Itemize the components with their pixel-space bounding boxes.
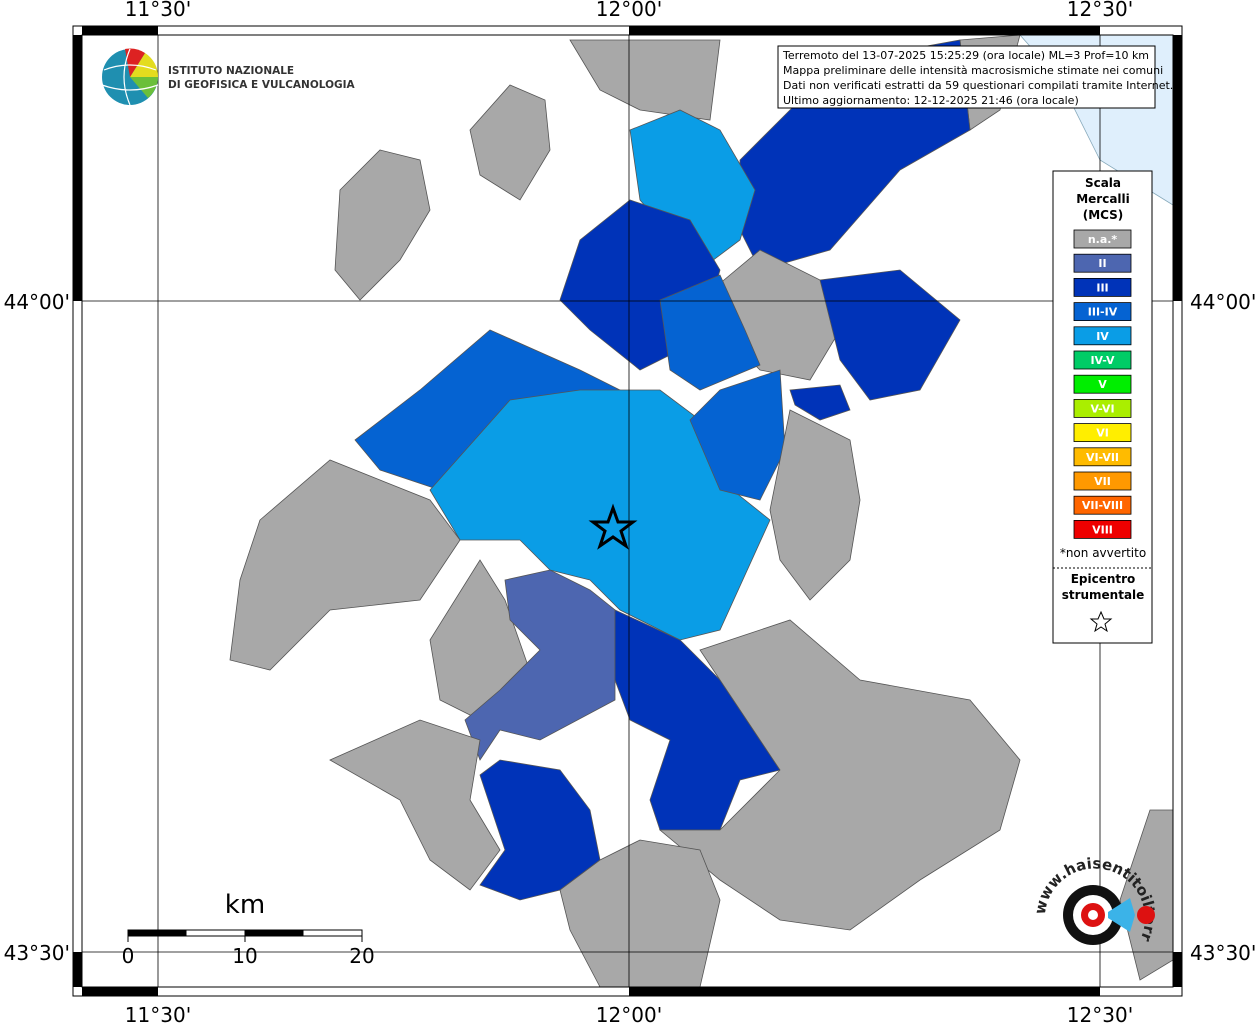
legend-swatch	[1073, 471, 1132, 491]
lon-label: 11°30'	[125, 1003, 191, 1024]
legend-label: VII	[1094, 475, 1111, 488]
legend-swatch	[1073, 277, 1132, 297]
legend-swatch	[1073, 253, 1132, 273]
lon-label: 11°30'	[125, 0, 191, 21]
legend-label: V	[1098, 378, 1107, 391]
municipality	[659, 274, 761, 391]
legend-title: (MCS)	[1083, 208, 1124, 222]
legend-label: III-IV	[1088, 306, 1118, 319]
lat-label: 43°30'	[4, 941, 70, 965]
legend-epicenter: Epicentro	[1071, 572, 1136, 586]
legend-epicenter: strumentale	[1062, 588, 1145, 602]
municipality	[1119, 809, 1174, 981]
municipality	[464, 569, 616, 761]
municipality	[334, 149, 431, 301]
legend-label: II	[1098, 257, 1106, 270]
legend-label: VIII	[1092, 523, 1113, 536]
info-line: Terremoto del 13-07-2025 15:25:29 (ora l…	[782, 49, 1149, 62]
municipality	[789, 384, 851, 421]
legend-swatch	[1073, 520, 1132, 539]
legend-label: VI	[1096, 427, 1109, 440]
coordinate-labels: 11°30' 12°00' 12°30' 11°30' 12°00' 12°30…	[4, 0, 1255, 1024]
municipality	[429, 389, 771, 641]
legend-label: IV-V	[1090, 354, 1115, 367]
municipality	[229, 459, 461, 671]
scale-tick-label: 20	[349, 944, 374, 968]
scale-bar: km 0 10 20	[122, 890, 375, 968]
legend: Scala Mercalli (MCS) *non avvertito Epic…	[1052, 170, 1153, 644]
frame	[72, 25, 1183, 997]
info-line: Ultimo aggiornamento: 12-12-2025 21:46 (…	[783, 94, 1079, 107]
legend-swatch	[1073, 495, 1132, 515]
legend-note: *non avvertito	[1060, 546, 1146, 560]
scale-segment	[245, 930, 304, 936]
legend-swatch	[1073, 374, 1132, 394]
scale-segment	[128, 930, 187, 936]
legend-swatch	[1073, 350, 1132, 370]
legend-swatch	[1073, 326, 1132, 346]
info-box: Terremoto del 13-07-2025 15:25:29 (ora l…	[777, 45, 1173, 109]
legend-swatch	[1073, 447, 1132, 467]
epicenter	[588, 503, 638, 550]
info-line: Dati non verificati estratti da 59 quest…	[783, 79, 1173, 92]
legend-swatch	[1073, 423, 1132, 443]
legend-swatch	[1073, 398, 1132, 418]
legend-title: Scala	[1085, 176, 1121, 190]
municipality	[469, 84, 551, 201]
lon-label: 12°00'	[596, 0, 662, 21]
lon-label: 12°30'	[1067, 0, 1133, 21]
municipality	[559, 839, 721, 988]
lat-label: 44°00'	[4, 290, 70, 314]
lon-label: 12°00'	[596, 1003, 662, 1024]
legend-label: VII-VIII	[1082, 499, 1123, 512]
scale-unit: km	[225, 890, 265, 920]
municipality	[329, 719, 501, 891]
legend-label: III	[1096, 281, 1108, 294]
legend-title: Mercalli	[1076, 192, 1130, 206]
legend-label: n.a.*	[1088, 233, 1118, 246]
municipality	[658, 619, 1021, 931]
logo-text: DI GEOFISICA E VULCANOLOGIA	[168, 79, 356, 91]
info-line: Mappa preliminare delle intensità macros…	[783, 64, 1163, 77]
legend-label: VI-VII	[1086, 451, 1119, 464]
lat-label: 43°30'	[1190, 941, 1255, 965]
legend-label: IV	[1096, 330, 1109, 343]
legend-swatch	[1073, 302, 1132, 322]
ingv-logo: ISTITUTO NAZIONALE DI GEOFISICA E VULCAN…	[101, 48, 356, 106]
lat-label: 44°00'	[1190, 290, 1255, 314]
legend-swatch	[1073, 229, 1132, 249]
scale-tick-label: 10	[232, 944, 257, 968]
lon-label: 12°30'	[1067, 1003, 1133, 1024]
municipality	[769, 409, 861, 601]
municipalities	[229, 34, 1174, 988]
municipality	[819, 269, 961, 401]
scale-tick-label: 0	[122, 944, 135, 968]
legend-label: V-VI	[1090, 402, 1114, 415]
logo-text: ISTITUTO NAZIONALE	[168, 65, 294, 77]
